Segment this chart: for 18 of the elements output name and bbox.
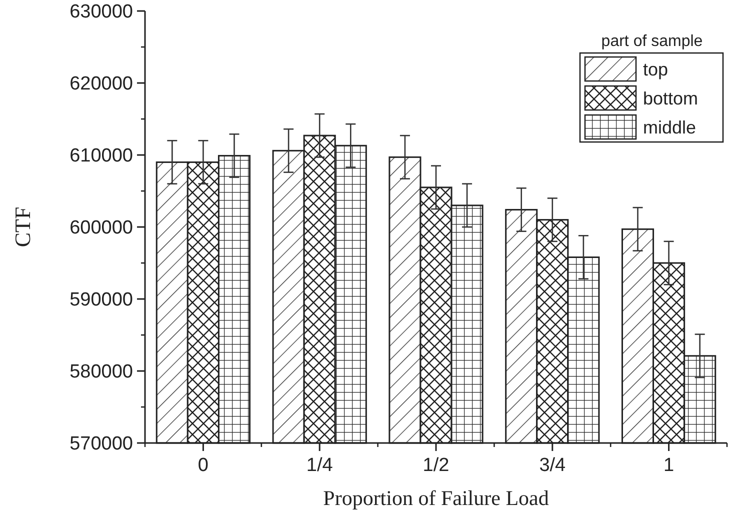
legend-label: middle [643,117,696,138]
y-tick-label: 600000 [70,218,133,239]
x-tick-label: 1/4 [306,455,334,476]
x-tick-label: 1 [664,455,674,476]
x-axis-title: Proportion of Failure Load [323,486,550,510]
y-tick-label: 580000 [70,362,133,383]
y-tick-label: 630000 [70,2,133,23]
y-tick-label: 570000 [70,434,133,455]
legend-title: part of sample [601,33,703,50]
y-axis-title: CTF [10,206,35,248]
y-tick-label: 620000 [70,74,133,95]
y-tick-label: 590000 [70,290,133,311]
x-tick-label: 1/2 [422,455,450,476]
y-tick-label: 610000 [70,146,133,167]
legend-label: bottom [643,88,698,108]
legend-label: top [643,59,668,80]
x-tick-label: 3/4 [539,455,566,476]
x-tick-label: 0 [198,455,208,476]
